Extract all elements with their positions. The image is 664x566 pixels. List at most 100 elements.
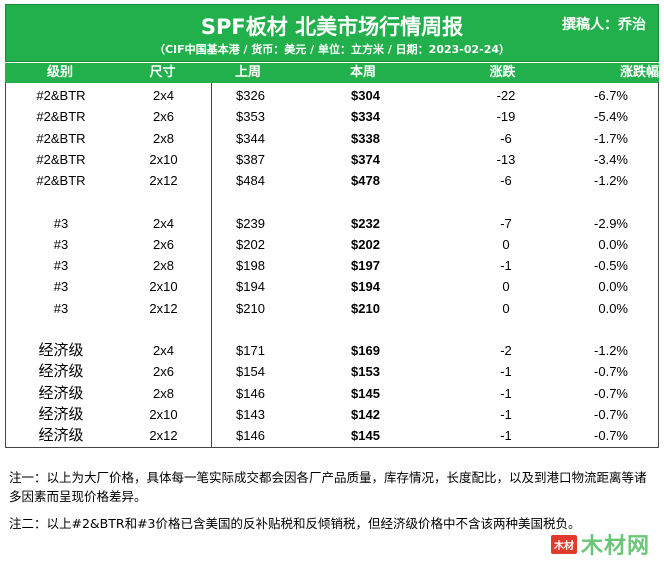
table-row: #3 2x10 $194 $194 0 0.0% xyxy=(6,276,658,297)
cell-size: 2x12 xyxy=(149,300,178,316)
cell-last-week: $387 xyxy=(236,151,265,167)
column-divider xyxy=(211,83,212,447)
notes: 注一：以上为大厂价格，具体每一笔实际成交都会因各厂产品质量，库存情况，长度配比，… xyxy=(9,468,657,541)
cell-size: 2x10 xyxy=(149,151,178,167)
cell-size: 2x12 xyxy=(149,173,178,189)
cell-pct: -0.7% xyxy=(594,428,628,444)
cell-change: 0 xyxy=(502,279,510,295)
table-row: #2&BTR 2x6 $353 $334 -19 -5.4% xyxy=(6,106,658,127)
cell-pct: -0.7% xyxy=(594,406,628,422)
col-size: 尺寸 xyxy=(149,65,176,80)
cell-grade: #2&BTR xyxy=(36,88,86,103)
watermark: 木材 木材网 xyxy=(550,528,650,560)
cell-last-week: $484 xyxy=(236,173,265,189)
cell-pct: -0.7% xyxy=(594,364,628,380)
cell-this-week: $197 xyxy=(351,258,380,274)
cell-grade: 经济级 xyxy=(38,341,84,359)
col-this-week: 本周 xyxy=(350,65,377,80)
table-row: #2&BTR 2x10 $387 $374 -13 -3.4% xyxy=(6,149,658,170)
cell-grade: #2&BTR xyxy=(36,109,86,125)
cell-this-week: $232 xyxy=(351,215,380,231)
cell-pct: 0.0% xyxy=(598,279,628,295)
cell-size: 2x12 xyxy=(149,428,178,444)
cell-this-week: $338 xyxy=(351,130,380,146)
cell-change: -6 xyxy=(500,173,512,189)
cell-this-week: $145 xyxy=(351,428,380,444)
cell-grade: 经济级 xyxy=(38,426,84,445)
cell-change: -1 xyxy=(500,406,512,422)
cell-change: -7 xyxy=(500,215,512,231)
cell-change: -19 xyxy=(496,109,516,125)
cell-change: -1 xyxy=(500,385,512,401)
cell-pct: -5.4% xyxy=(594,109,628,125)
cell-grade: #2&BTR xyxy=(36,130,86,146)
table-row: #3 2x6 $202 $202 0 0.0% xyxy=(6,234,658,255)
cell-last-week: $171 xyxy=(236,343,265,358)
table-row: #3 2x8 $198 $197 -1 -0.5% xyxy=(6,255,658,276)
cell-last-week: $344 xyxy=(236,130,265,146)
cell-pct: -3.4% xyxy=(594,151,628,167)
cell-size: 2x4 xyxy=(153,343,174,358)
report-author: 撰稿人：乔治 xyxy=(562,17,646,33)
col-grade: 级别 xyxy=(46,65,73,80)
cell-grade: #3 xyxy=(53,300,69,316)
cell-change: 0 xyxy=(502,236,510,252)
cell-pct: -2.9% xyxy=(594,215,628,231)
cell-grade: #3 xyxy=(53,215,69,231)
table-row: #2&BTR 2x12 $484 $478 -6 -1.2% xyxy=(6,170,658,191)
cell-pct: -6.7% xyxy=(594,88,628,103)
cell-this-week: $194 xyxy=(351,279,380,295)
cell-pct: 0.0% xyxy=(598,236,628,252)
table-row: 经济级 2x4 $171 $169 -2 -1.2% xyxy=(6,340,658,361)
cell-size: 2x4 xyxy=(153,215,174,231)
cell-last-week: $146 xyxy=(236,385,265,401)
cell-change: -13 xyxy=(496,151,516,167)
price-report: SPF板材 北美市场行情周报 撰稿人：乔治 （CIF中国基本港 / 货币：美元 … xyxy=(5,4,659,448)
cell-pct: -1.7% xyxy=(594,130,628,146)
cell-pct: -1.2% xyxy=(594,173,628,189)
cell-last-week: $202 xyxy=(236,236,265,252)
cell-size: 2x8 xyxy=(153,385,174,401)
cell-last-week: $146 xyxy=(236,428,265,444)
report-subtitle: （CIF中国基本港 / 货币：美元 / 单位：立方米 / 日期：2023-02-… xyxy=(153,43,511,56)
note-1: 注一：以上为大厂价格，具体每一笔实际成交都会因各厂产品质量，库存情况，长度配比，… xyxy=(9,470,647,504)
cell-this-week: $202 xyxy=(351,236,380,252)
cell-change: -6 xyxy=(500,130,512,146)
report-title: SPF板材 北美市场行情周报 xyxy=(200,15,464,39)
price-table: #2&BTR 2x4 $326 $304 -22 -6.7% #2&BTR 2x6 $353 $3… xyxy=(5,83,659,448)
cell-pct: 0.0% xyxy=(598,300,628,316)
table-header: 级别 尺寸 上周 本周 涨跌 涨跌幅 xyxy=(5,62,659,83)
cell-this-week: $145 xyxy=(351,385,380,401)
cell-pct: -0.5% xyxy=(594,258,628,274)
cell-grade: #3 xyxy=(53,279,69,295)
cell-pct: -1.2% xyxy=(594,343,628,358)
table-row: #2&BTR 2x8 $344 $338 -6 -1.7% xyxy=(6,128,658,149)
cell-size: 2x6 xyxy=(153,364,174,380)
cell-size: 2x8 xyxy=(153,130,174,146)
cell-this-week: $210 xyxy=(351,300,380,316)
cell-size: 2x4 xyxy=(153,88,174,103)
col-pct: 涨跌幅 xyxy=(619,65,659,80)
cell-grade: #3 xyxy=(53,236,69,252)
watermark-text: 木材网 xyxy=(580,534,650,559)
cell-last-week: $198 xyxy=(236,258,265,274)
cell-last-week: $154 xyxy=(236,364,265,380)
cell-this-week: $142 xyxy=(351,406,380,422)
cell-last-week: $326 xyxy=(236,88,265,103)
cell-grade: #2&BTR xyxy=(36,151,86,167)
note-2: 注二：以上#2&BTR和#3价格已含美国的反补贴税和反倾销税，但经济级价格中不含… xyxy=(9,516,581,531)
cell-change: -1 xyxy=(500,258,512,274)
report-header: SPF板材 北美市场行情周报 撰稿人：乔治 （CIF中国基本港 / 货币：美元 … xyxy=(5,4,659,62)
table-row: #3 2x4 $239 $232 -7 -2.9% xyxy=(6,213,658,234)
table-row: #2&BTR 2x4 $326 $304 -22 -6.7% xyxy=(6,85,658,106)
cell-grade: 经济级 xyxy=(38,383,84,402)
cell-last-week: $143 xyxy=(236,406,265,422)
cell-this-week: $334 xyxy=(351,109,380,125)
watermark-badge: 木材 xyxy=(550,534,577,554)
cell-this-week: $304 xyxy=(351,88,380,103)
cell-change: -22 xyxy=(496,88,516,103)
table-row: 经济级 2x10 $143 $142 -1 -0.7% xyxy=(6,404,658,425)
cell-last-week: $194 xyxy=(236,279,265,295)
cell-last-week: $353 xyxy=(236,109,265,125)
cell-grade: 经济级 xyxy=(38,362,84,381)
